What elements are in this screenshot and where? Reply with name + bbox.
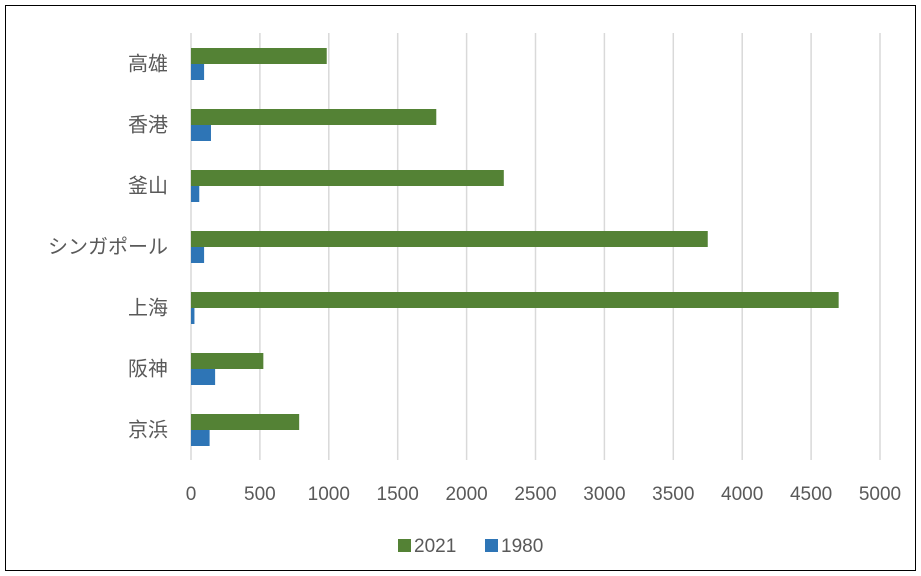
category-label: 上海: [128, 297, 168, 320]
category-label: 京浜: [128, 419, 168, 442]
bar-1980-シンガポール: [191, 247, 205, 263]
category-label: 高雄: [128, 53, 168, 76]
x-tick-labels: 0 500 1000 1500 2000 2500 3000 3500 4000 4500 5000: [186, 484, 901, 505]
gridlines: [259, 33, 881, 460]
x-tick-label: 1000: [308, 484, 350, 505]
category-label: 阪神: [128, 358, 168, 381]
legend-swatch-1980: [485, 539, 498, 552]
category-label: 釜山: [128, 175, 168, 198]
bar-2021-京浜: [191, 414, 300, 430]
bar-1980-高雄: [191, 64, 205, 80]
bar-1980-上海: [191, 308, 195, 324]
legend-label: 2021: [414, 536, 456, 557]
chart-frame: [5, 5, 916, 571]
bars: [191, 48, 839, 446]
bar-1980-香港: [191, 125, 211, 141]
x-tick-label: 3500: [652, 484, 694, 505]
x-tick-label: 4500: [790, 484, 832, 505]
legend-label: 1980: [501, 536, 543, 557]
bar-2021-上海: [191, 292, 839, 308]
x-tick-label: 5000: [859, 484, 901, 505]
bar-1980-阪神: [191, 369, 216, 385]
bar-2021-シンガポール: [191, 231, 708, 247]
bar-1980-釜山: [191, 186, 200, 202]
x-tick-label: 4000: [721, 484, 763, 505]
bar-1980-京浜: [191, 430, 210, 446]
legend: 2021 1980: [398, 536, 543, 557]
x-tick-label: 2000: [445, 484, 487, 505]
bar-2021-釜山: [191, 170, 504, 186]
x-tick-label: 1500: [377, 484, 419, 505]
legend-swatch-2021: [398, 539, 411, 552]
bar-2021-阪神: [191, 353, 264, 369]
x-tick-label: 3000: [583, 484, 625, 505]
bar-2021-香港: [191, 109, 437, 125]
category-label: シンガポール: [48, 236, 168, 259]
category-label: 香港: [128, 114, 168, 137]
x-tick-label: 2500: [514, 484, 556, 505]
x-tick-label: 0: [186, 484, 197, 505]
x-tick-label: 500: [244, 484, 276, 505]
bar-2021-高雄: [191, 48, 327, 64]
